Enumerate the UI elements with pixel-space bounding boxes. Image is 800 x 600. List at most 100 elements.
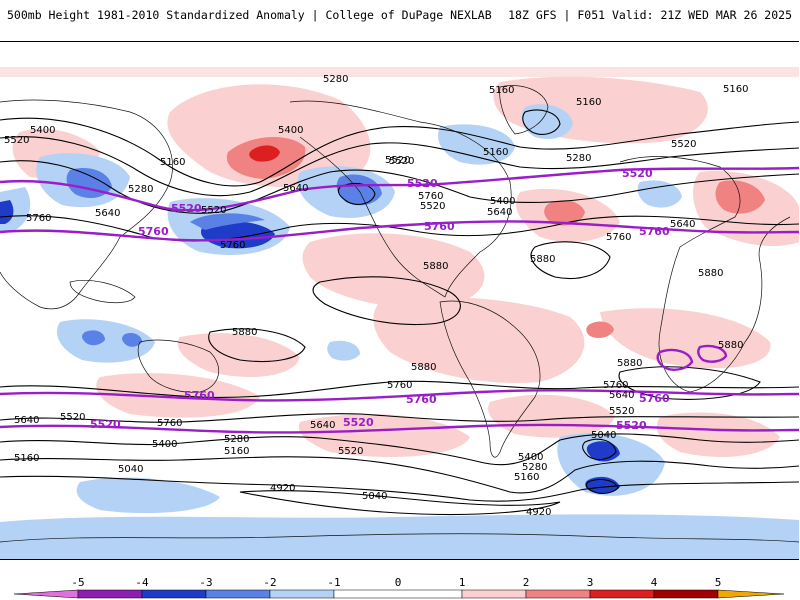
height-contours — [0, 109, 799, 516]
label-highlight-5520: 5520 — [171, 202, 202, 215]
contour-5160-south — [0, 456, 799, 494]
colorbar — [13, 589, 785, 599]
coast-north-america — [289, 100, 512, 298]
label-5640: 5640 — [14, 415, 39, 426]
contour-5040-south — [0, 475, 799, 502]
label-5880: 5880 — [718, 340, 743, 351]
label-5880: 5880 — [423, 261, 448, 272]
colorbar-segment-neg4 — [77, 589, 143, 599]
anomaly-pos2-middle-east — [715, 180, 765, 214]
label-5400: 5400 — [490, 196, 515, 207]
label-highlight-5520: 5520 — [407, 177, 438, 190]
label-5880: 5880 — [530, 254, 555, 265]
colorbar-segment-pos5 — [717, 589, 785, 599]
label-5520: 5520 — [338, 446, 363, 457]
contour-5880-north — [312, 276, 461, 326]
label-highlight-5760: 5760 — [406, 393, 437, 406]
label-5400: 5400 — [30, 125, 55, 136]
colorbar-segment-neg5 — [13, 589, 79, 599]
colorbar-segment-pos3 — [589, 589, 655, 599]
anomaly-pos-southern-ocean-east — [488, 394, 615, 438]
anomaly-neg2-indian-ocean — [82, 330, 105, 346]
label-5040: 5040 — [118, 464, 143, 475]
anomaly-pos-south-atlantic — [600, 308, 771, 369]
label-5640: 5640 — [95, 208, 120, 219]
label-5760: 5760 — [220, 240, 245, 251]
label-5160: 5160 — [483, 147, 508, 158]
label-highlight-5760: 5760 — [138, 225, 169, 238]
label-highlight-5520: 5520 — [90, 418, 121, 431]
label-5160: 5160 — [723, 84, 748, 95]
contour-low-antarctic-b — [585, 479, 619, 494]
label-5400: 5400 — [278, 125, 303, 136]
contour-4920-south — [239, 490, 561, 516]
contour-5760-south — [0, 380, 799, 398]
label-5160: 5160 — [489, 85, 514, 96]
contour-5880-east — [530, 241, 611, 280]
map-canvas[interactable]: 5280 5160 5160 5160 5400 5520 5400 5160 … — [0, 42, 799, 559]
label-highlight-5520: 5520 — [616, 419, 647, 432]
label-5400: 5400 — [152, 439, 177, 450]
anomaly-pos-south-indian — [656, 412, 780, 457]
colorbar-tick: 3 — [586, 576, 594, 589]
map-title: 500mb Height 1981-2010 Standardized Anom… — [7, 8, 492, 22]
label-5760: 5760 — [157, 418, 182, 429]
label-5280: 5280 — [224, 434, 249, 445]
contour-5400-south — [0, 433, 799, 466]
coast-antarctica — [0, 533, 799, 543]
label-5760: 5760 — [387, 380, 412, 391]
label-highlight-5760: 5760 — [424, 220, 455, 233]
anomaly-pos-tropical-pacific — [302, 233, 485, 308]
highlight-labels: 5520 5520 5520 5760 5760 5760 5760 5520 … — [90, 167, 670, 432]
label-5520: 5520 — [4, 135, 29, 146]
arctic-anomaly-band — [0, 67, 799, 77]
label-4920: 4920 — [526, 507, 551, 518]
colorbar-tick: -1 — [327, 576, 341, 589]
anomaly-neg-antarctic-1 — [76, 477, 220, 514]
label-5280: 5280 — [128, 184, 153, 195]
strong-negative-anomaly-areas — [0, 167, 620, 494]
anomaly-pos-southern-ocean-mid — [298, 414, 470, 457]
map-panel[interactable]: 5280 5160 5160 5160 5400 5520 5400 5160 … — [0, 41, 799, 560]
coast-asia — [0, 99, 173, 310]
colorbar-segment-neg1 — [269, 589, 335, 599]
anomaly-neg3-north-pacific — [200, 221, 275, 249]
label-5280: 5280 — [323, 74, 348, 85]
colorbar-tick: 2 — [522, 576, 530, 589]
colorbar-tick: -2 — [263, 576, 277, 589]
highlight-5880-africa — [656, 348, 694, 371]
label-5880: 5880 — [617, 358, 642, 369]
contour-low-greenland — [522, 109, 561, 135]
anomaly-pos2-atlantic — [544, 200, 585, 226]
anomaly-pos3-bering — [249, 145, 280, 162]
label-5760: 5760 — [606, 232, 631, 243]
anomaly-neg-europe — [637, 180, 682, 208]
label-5520: 5520 — [420, 201, 445, 212]
coast-greenland — [499, 85, 549, 135]
label-5640: 5640 — [670, 219, 695, 230]
strong-positive-anomaly-areas — [226, 136, 765, 338]
contour-labels: 5280 5160 5160 5160 5400 5520 5400 5160 … — [4, 74, 748, 518]
label-4920: 4920 — [270, 483, 295, 494]
anomaly-neg-indian-ocean — [56, 319, 155, 363]
label-5040: 5040 — [591, 430, 616, 441]
highlight-5520-north — [0, 166, 799, 212]
label-5640: 5640 — [283, 183, 308, 194]
label-highlight-5760: 5760 — [184, 389, 215, 402]
colorbar-segment-pos2 — [525, 589, 591, 599]
colorbar-segment-pos4 — [653, 589, 719, 599]
label-5520: 5520 — [609, 406, 634, 417]
label-highlight-5760: 5760 — [639, 392, 670, 405]
header: 500mb Height 1981-2010 Standardized Anom… — [0, 0, 800, 34]
label-5640: 5640 — [487, 207, 512, 218]
anomaly-pos2-south-atlantic — [586, 321, 614, 338]
contour-low-antarctic — [582, 438, 617, 461]
label-highlight-5760: 5760 — [639, 225, 670, 238]
label-5640: 5640 — [609, 390, 634, 401]
contour-5160-north — [0, 117, 799, 187]
coastlines — [0, 85, 799, 543]
coast-australia — [137, 339, 220, 393]
coast-europe-africa — [619, 156, 791, 393]
colorbar-tick: -5 — [71, 576, 85, 589]
label-5880: 5880 — [698, 268, 723, 279]
